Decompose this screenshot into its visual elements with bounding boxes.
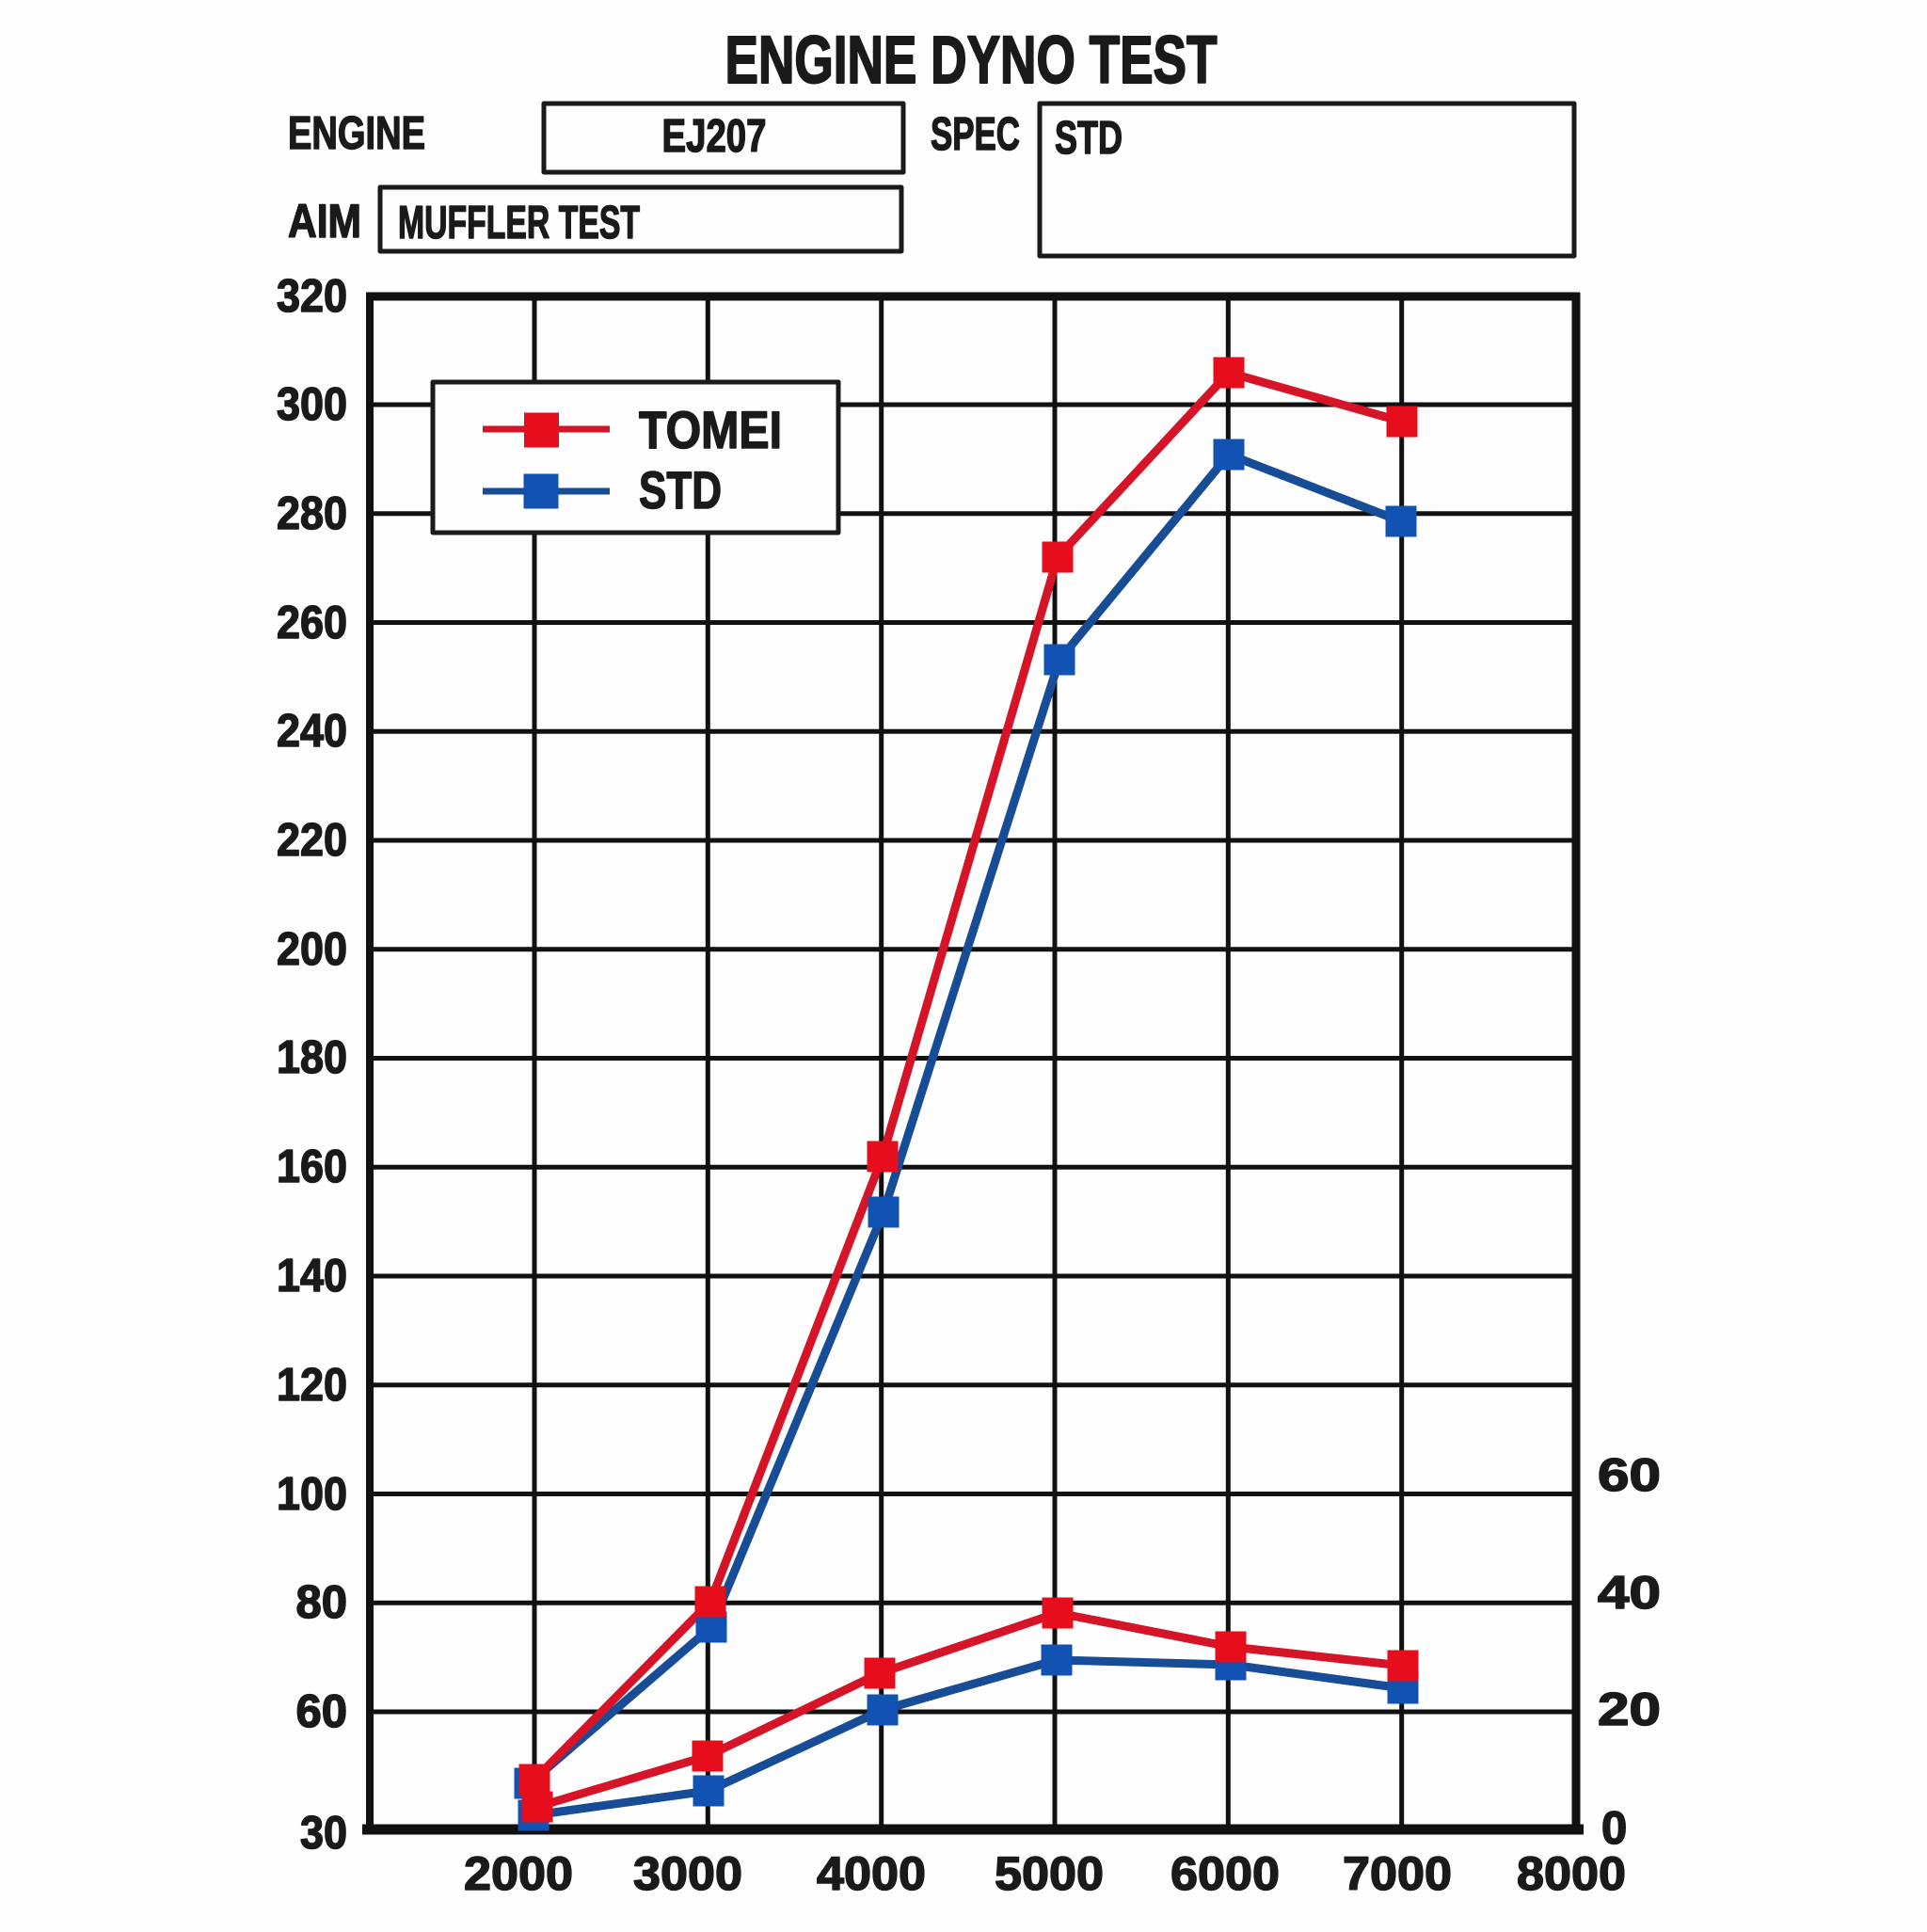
svg-text:60: 60 bbox=[295, 1686, 347, 1737]
svg-text:260: 260 bbox=[277, 598, 347, 648]
svg-text:0: 0 bbox=[1601, 1803, 1627, 1854]
svg-text:320: 320 bbox=[277, 271, 347, 322]
svg-text:5000: 5000 bbox=[995, 1847, 1104, 1900]
svg-text:80: 80 bbox=[295, 1577, 347, 1628]
svg-text:STD: STD bbox=[639, 460, 722, 519]
svg-text:AIM: AIM bbox=[288, 195, 361, 247]
svg-text:40: 40 bbox=[1598, 1568, 1661, 1619]
svg-text:180: 180 bbox=[277, 1032, 347, 1083]
svg-text:7000: 7000 bbox=[1343, 1847, 1452, 1900]
svg-text:STD: STD bbox=[1055, 113, 1123, 164]
svg-text:ENGINE: ENGINE bbox=[288, 108, 425, 159]
svg-text:120: 120 bbox=[277, 1360, 347, 1411]
svg-text:240: 240 bbox=[277, 706, 347, 757]
svg-text:2000: 2000 bbox=[464, 1847, 573, 1900]
svg-text:MUFFLER TEST: MUFFLER TEST bbox=[398, 198, 640, 248]
svg-text:TOMEI: TOMEI bbox=[639, 400, 782, 459]
svg-text:140: 140 bbox=[277, 1251, 347, 1301]
svg-text:4000: 4000 bbox=[817, 1847, 926, 1900]
svg-text:60: 60 bbox=[1598, 1450, 1661, 1501]
svg-text:20: 20 bbox=[1598, 1685, 1661, 1735]
svg-text:100: 100 bbox=[277, 1469, 347, 1520]
svg-text:6000: 6000 bbox=[1171, 1847, 1280, 1900]
svg-text:300: 300 bbox=[277, 379, 347, 430]
svg-text:30: 30 bbox=[300, 1808, 347, 1859]
svg-text:160: 160 bbox=[277, 1142, 347, 1192]
svg-text:200: 200 bbox=[277, 924, 347, 975]
svg-text:3000: 3000 bbox=[633, 1847, 742, 1900]
svg-text:EJ207: EJ207 bbox=[662, 111, 767, 162]
svg-text:8000: 8000 bbox=[1517, 1847, 1626, 1900]
svg-text:SPEC: SPEC bbox=[931, 109, 1020, 160]
svg-text:ENGINE DYNO TEST: ENGINE DYNO TEST bbox=[725, 24, 1218, 98]
svg-text:220: 220 bbox=[277, 815, 347, 866]
svg-text:280: 280 bbox=[277, 488, 347, 539]
